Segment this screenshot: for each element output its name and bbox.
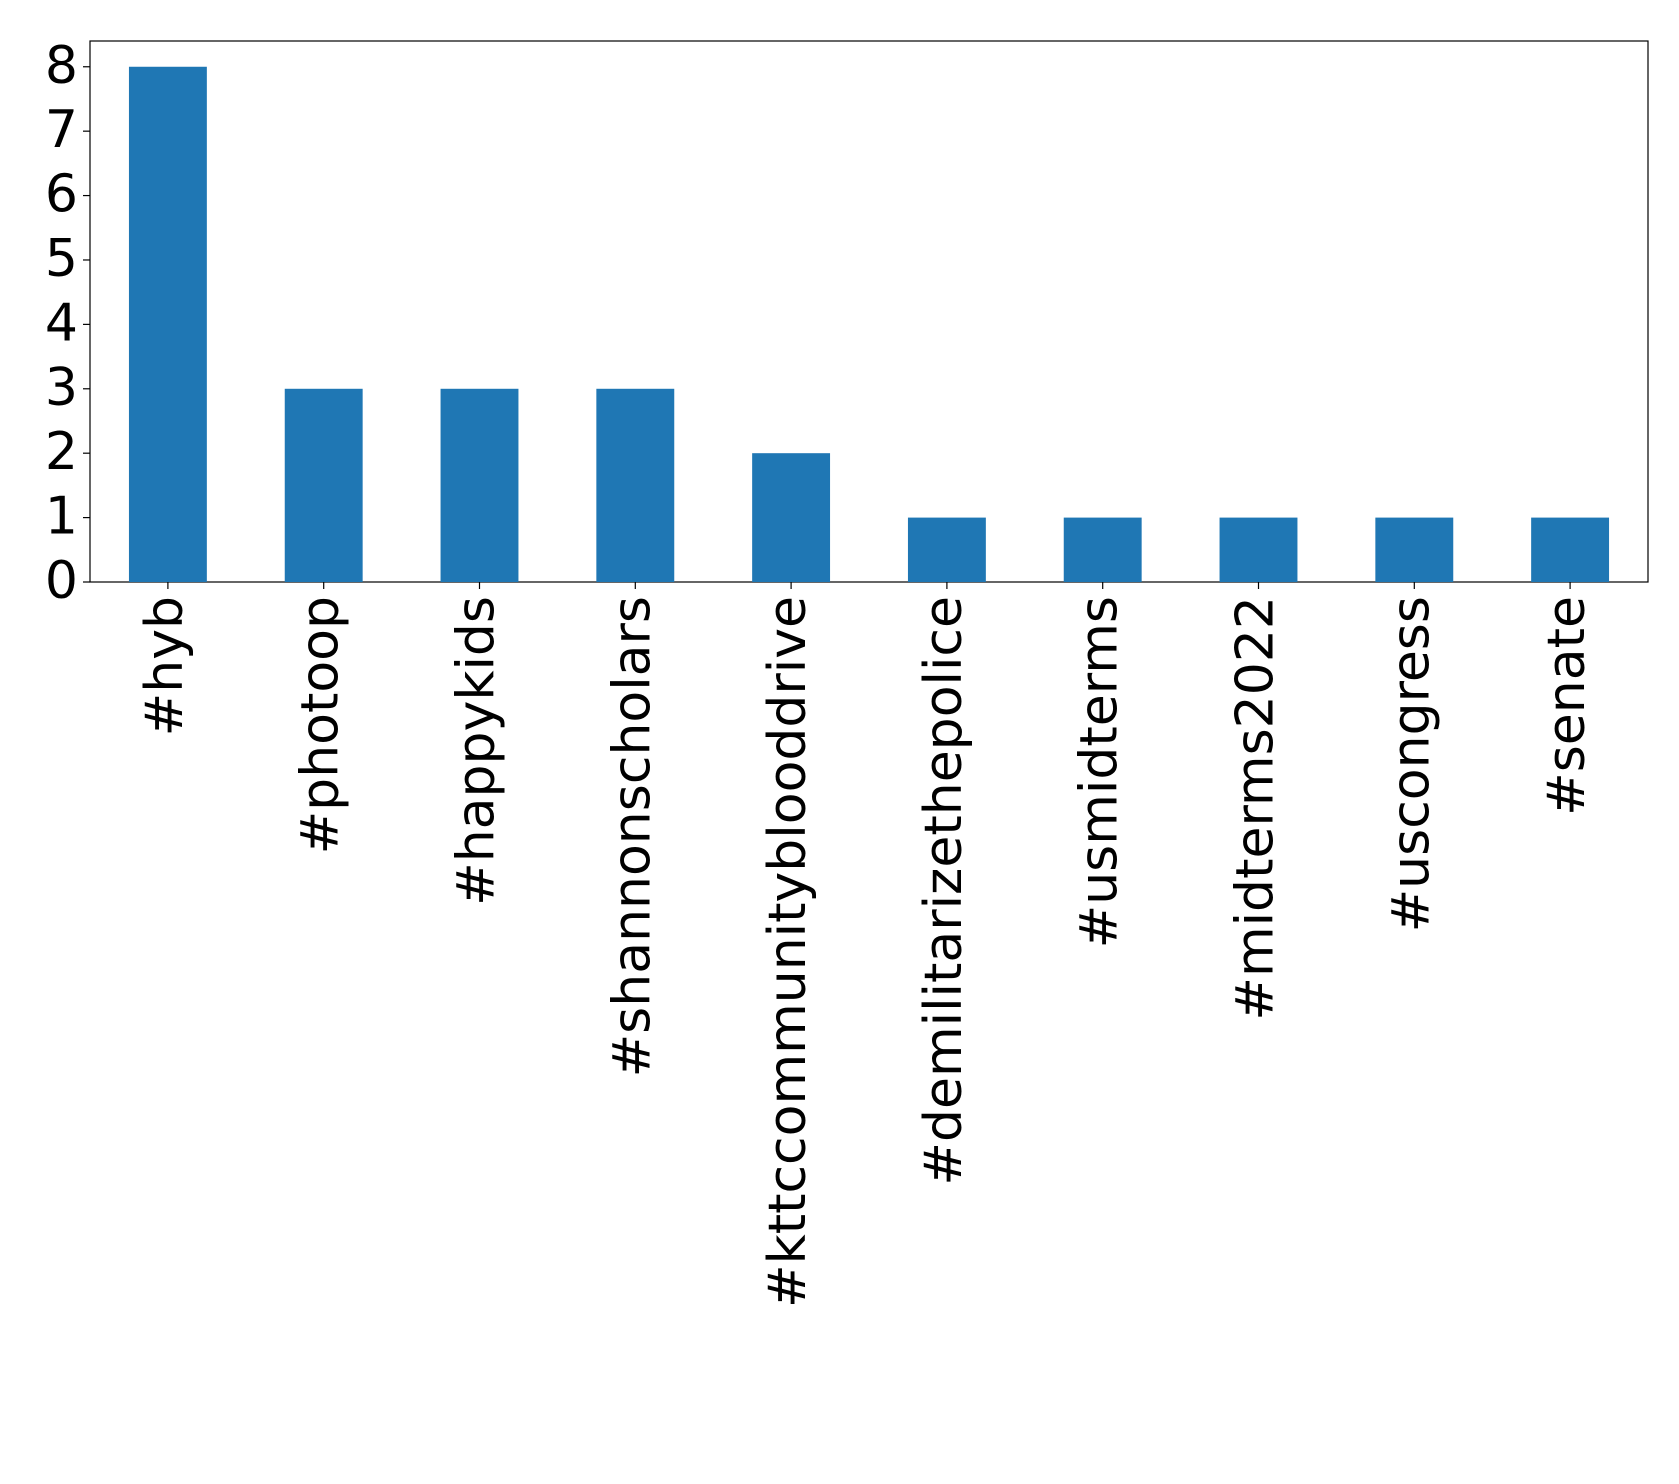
bar [596, 388, 675, 582]
axes-frame [89, 40, 1649, 583]
y-tick-label: 5 [45, 229, 78, 289]
x-tick-label: #midterms2022 [1226, 596, 1286, 1021]
x-tick-label: #shannonscholars [602, 596, 662, 1077]
y-tick-label: 1 [45, 487, 78, 547]
y-tick-label: 0 [45, 551, 78, 611]
x-tick-label: #happykids [447, 596, 507, 906]
x-tick-label: #demilitarizethepolice [914, 596, 974, 1186]
bar [1375, 517, 1454, 582]
y-tick-label: 2 [45, 422, 78, 482]
bar [1219, 517, 1298, 582]
x-tick-label: #uscongress [1381, 596, 1441, 932]
bar [907, 517, 986, 582]
bar [284, 388, 363, 582]
y-tick-label: 6 [45, 165, 78, 225]
bar [1531, 517, 1610, 582]
y-tick-label: 7 [45, 100, 78, 160]
x-tick-label: #photoop [291, 596, 351, 854]
y-tick-label: 8 [45, 36, 78, 96]
bar [1063, 517, 1142, 582]
x-tick-label: #usmidterms [1070, 596, 1130, 948]
bar [128, 66, 207, 582]
bar [752, 453, 831, 582]
y-tick-label: 3 [45, 358, 78, 418]
x-tick-label: #kttccommunityblooddrive [758, 596, 818, 1308]
x-tick-label: #hyb [135, 596, 195, 736]
x-tick-label: #senate [1537, 596, 1597, 816]
bar [440, 388, 519, 582]
y-tick-label: 4 [45, 293, 78, 353]
